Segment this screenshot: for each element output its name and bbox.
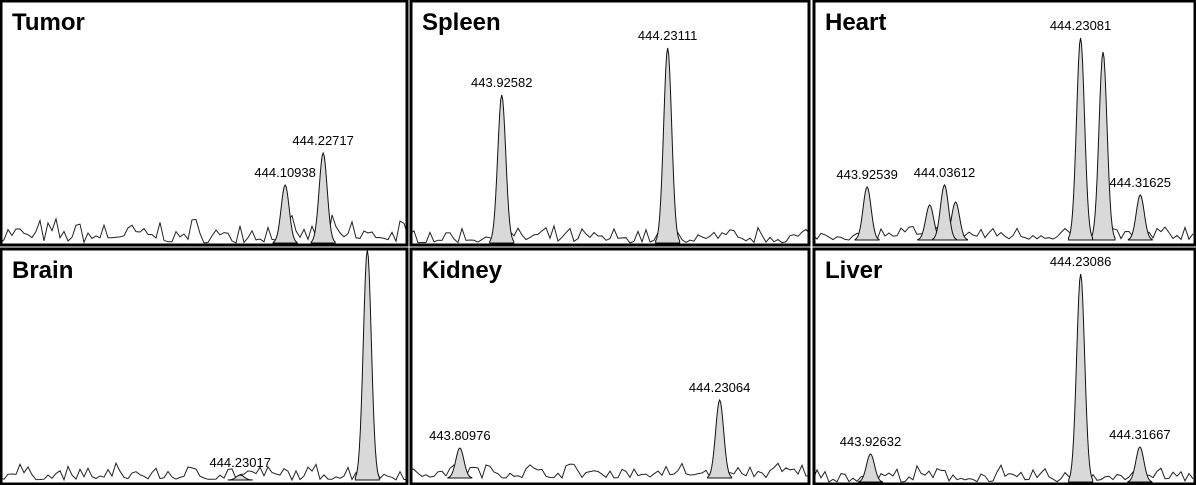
- panel-border: [812, 0, 1196, 247]
- peak: [447, 447, 473, 479]
- noise-trace: [0, 461, 408, 482]
- peak: [1127, 446, 1153, 483]
- peak: [655, 47, 681, 244]
- peak-label: 444.31667: [1109, 427, 1170, 442]
- panel-title: Tumor: [12, 9, 85, 36]
- peak-label: 444.22717: [292, 133, 353, 148]
- panel-title: Spleen: [422, 9, 501, 36]
- peak-label: 444.10938: [254, 165, 315, 180]
- panel-border: [0, 0, 409, 247]
- panel-border: [409, 0, 811, 247]
- panel-title: Brain: [12, 257, 73, 284]
- peak-label: 444.23017: [209, 455, 270, 470]
- panel-border: [409, 247, 811, 485]
- peak: [354, 249, 380, 481]
- peak-label: 444.23064: [689, 380, 750, 395]
- peak-label: 444.03612: [914, 165, 975, 180]
- noise-trace: [0, 214, 409, 244]
- peak: [707, 398, 733, 479]
- peak: [489, 94, 515, 244]
- noise-trace: [409, 224, 811, 244]
- peak: [1068, 273, 1094, 483]
- peak: [310, 151, 336, 244]
- panel-border: [0, 247, 409, 485]
- peak-label: 444.23111: [638, 28, 698, 43]
- noise-trace: [409, 462, 811, 480]
- peak: [1127, 194, 1153, 241]
- peak: [931, 184, 957, 241]
- peak-label: 443.80976: [429, 428, 490, 443]
- panel-title: Kidney: [422, 257, 503, 284]
- peak-label: 443.92539: [836, 167, 897, 182]
- peak: [272, 183, 298, 244]
- peak: [854, 186, 880, 241]
- panel-title: Heart: [825, 9, 886, 36]
- peak-label: 444.23086: [1050, 254, 1111, 269]
- peak-label: 443.92632: [840, 434, 901, 449]
- peak: [1090, 51, 1116, 241]
- panel-border: [812, 247, 1196, 485]
- peak: [1068, 37, 1094, 241]
- peak-label: 444.31625: [1110, 175, 1171, 190]
- peak: [227, 474, 253, 481]
- panel-title: Liver: [825, 257, 882, 284]
- peak-label: 444.23081: [1050, 18, 1111, 33]
- peak: [857, 453, 883, 483]
- peak-label: 443.92582: [471, 75, 532, 90]
